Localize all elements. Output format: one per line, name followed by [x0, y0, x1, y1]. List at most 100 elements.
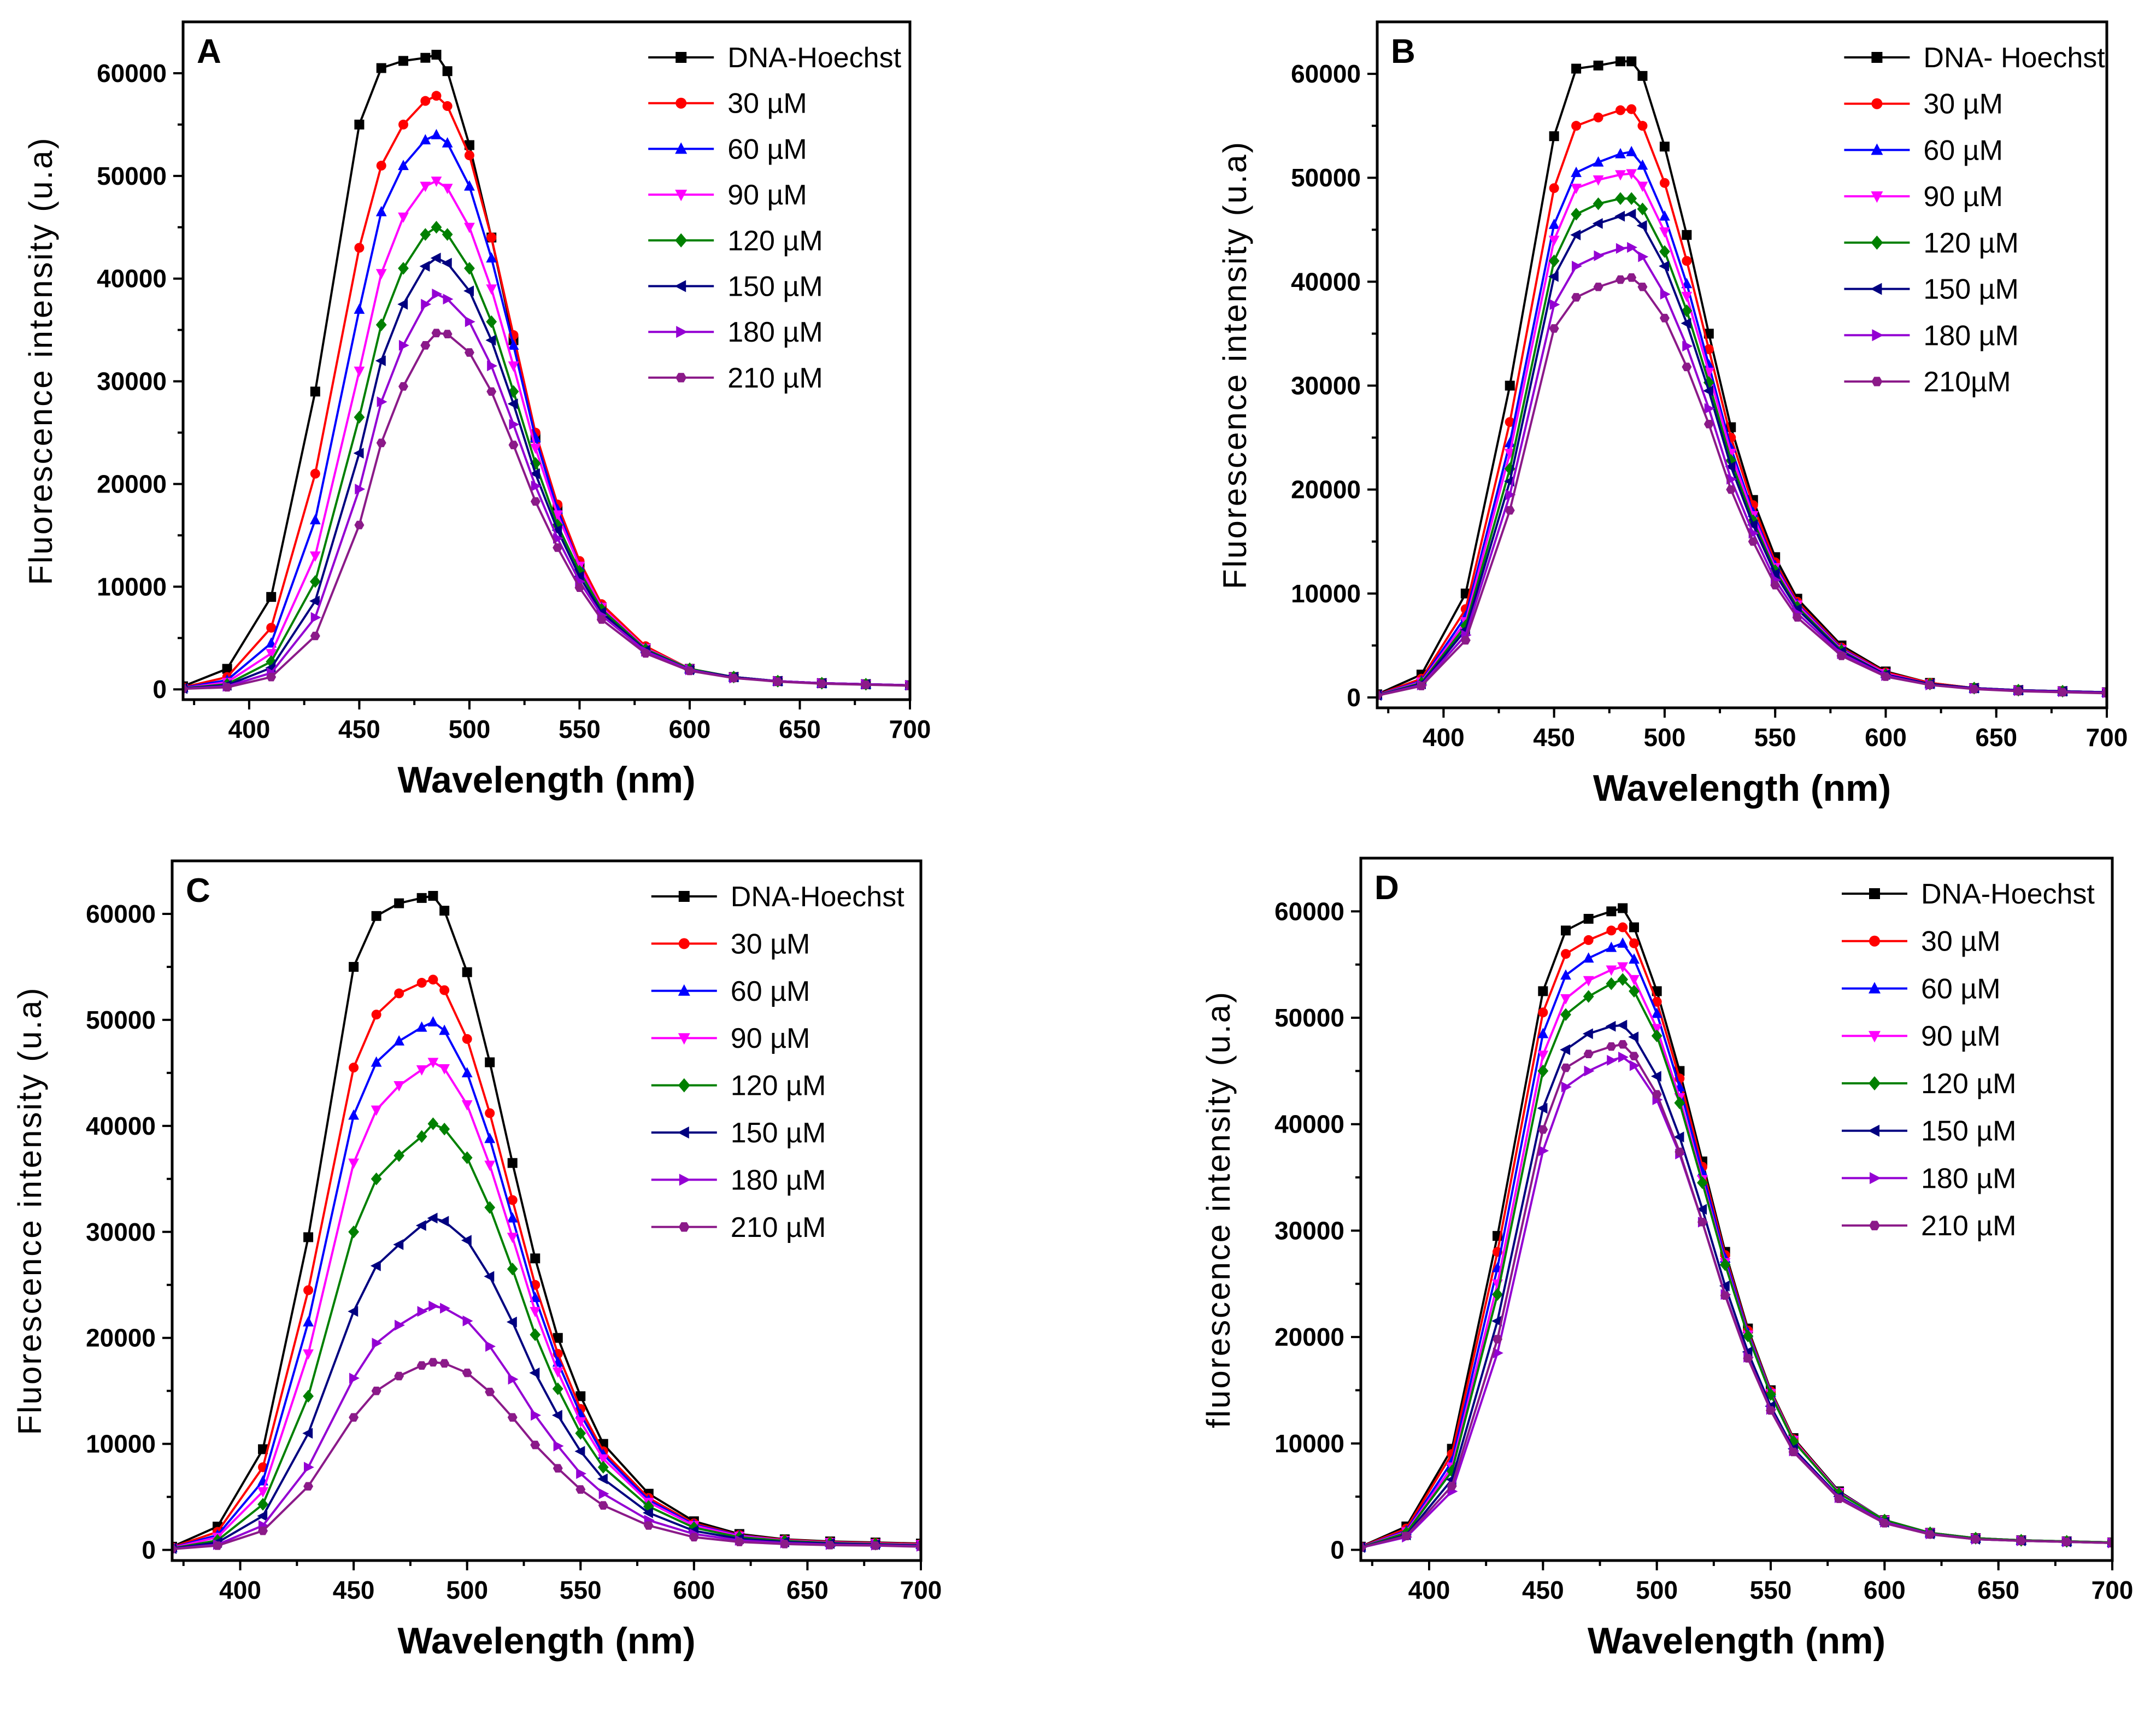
- panel-d-series-3: [1361, 962, 2112, 1553]
- panel-a-y-tick-label: 30000: [97, 367, 167, 396]
- panel-c-data-point: [372, 1337, 383, 1349]
- panel-c-data-point: [507, 1158, 518, 1168]
- panel-d-data-point: [1537, 1051, 1549, 1061]
- panel-d-series-line: [1361, 1024, 2112, 1549]
- panel-b-y-tick-label: 10000: [1291, 579, 1361, 608]
- panel-c-legend-label: 30 µM: [731, 928, 810, 960]
- panel-c-data-point: [552, 1367, 563, 1378]
- panel-a-x-tick-label: 500: [449, 715, 491, 743]
- panel-c-data-point: [371, 1010, 381, 1020]
- panel-b-data-point: [1571, 166, 1582, 177]
- panel-c-data-point: [427, 1212, 438, 1224]
- panel-a-data-point: [354, 520, 365, 530]
- panel-b-data-point: [1704, 403, 1715, 414]
- panel-d-data-point: [1401, 1532, 1412, 1541]
- panel-b-data-point: [1969, 684, 1979, 694]
- panel-a-y-tick-label: 50000: [97, 162, 167, 190]
- panel-c-series-line: [172, 978, 921, 1548]
- panel-a-data-point: [552, 510, 563, 521]
- panel-c-data-point: [484, 1133, 496, 1143]
- panel-d-data-point: [1629, 1052, 1639, 1060]
- panel-b-data-point: [1615, 148, 1626, 159]
- panel-b-y-tick-label: 60000: [1291, 60, 1361, 88]
- panel-b-legend-label: 210µM: [1923, 366, 2011, 398]
- panel-c-data-point: [439, 906, 450, 916]
- panel-c-legend-marker: [678, 984, 690, 996]
- panel-b-data-point: [1548, 236, 1560, 247]
- panel-a-data-point: [398, 119, 409, 130]
- panel-a-axes-frame: [181, 20, 912, 701]
- panel-a-data-point: [420, 52, 431, 63]
- panel-d-data-point: [1766, 1406, 1776, 1415]
- panel-d-legend-marker: [1868, 1124, 1879, 1137]
- panel-c-data-point: [462, 967, 472, 977]
- panel-c-series-4: [172, 1117, 921, 1555]
- panel-c-data-point: [598, 1488, 609, 1499]
- panel-d-data-point: [1560, 994, 1571, 1005]
- panel-b-data-point: [1615, 105, 1625, 115]
- panel-c-data-point: [349, 961, 359, 972]
- panel-c-data-point: [303, 1349, 314, 1360]
- panel-b-data-point: [1570, 229, 1581, 240]
- panel-c-legend-label: 210 µM: [731, 1212, 826, 1243]
- panel-d-legend-marker: [1869, 935, 1880, 947]
- panel-c-data-point: [485, 1387, 495, 1397]
- panel-c-data-point: [553, 1333, 563, 1343]
- panel-a-x-tick-label: 450: [338, 715, 380, 743]
- panel-d-data-point: [1629, 984, 1640, 998]
- panel-a-data-point: [464, 262, 475, 275]
- panel-d-data-point: [1583, 1049, 1594, 1059]
- panel-a-data-point: [353, 448, 364, 459]
- panel-c-data-point: [394, 988, 404, 999]
- panel-b-legend-marker: [1871, 235, 1883, 250]
- panel-c-data-point: [597, 1460, 609, 1474]
- panel-b-data-point: [1725, 454, 1737, 467]
- panel-c-legend-label: 90 µM: [731, 1023, 810, 1054]
- panel-d-data-point: [1560, 969, 1571, 980]
- panel-d-legend-label: 30 µM: [1921, 926, 2001, 958]
- panel-c-data-point: [575, 1427, 586, 1440]
- panel-d-x-tick-label: 650: [1977, 1576, 2019, 1604]
- panel-d-legend-label: 180 µM: [1921, 1163, 2016, 1194]
- panel-a-data-point: [354, 119, 365, 130]
- panel-b-y-tick-label: 40000: [1291, 267, 1361, 296]
- panel-d-data-point: [1583, 990, 1594, 1003]
- panel-c-x-axis-label: Wavelength (nm): [397, 1620, 695, 1662]
- panel-d-y-tick-label: 10000: [1274, 1429, 1344, 1458]
- panel-c-data-point: [427, 1016, 439, 1026]
- panel-d-y-tick-label: 20000: [1274, 1323, 1344, 1351]
- panel-d-data-point: [1583, 935, 1594, 945]
- panel-a-data-point: [310, 631, 320, 641]
- panel-a-data-point: [486, 252, 497, 263]
- panel-a-x-tick-label: 600: [669, 715, 711, 743]
- panel-d-data-point: [1560, 1044, 1571, 1055]
- panel-d-data-point: [1617, 973, 1629, 986]
- panel-c-data-point: [303, 1285, 314, 1295]
- panel-c-legend-marker: [678, 938, 690, 949]
- panel-a-data-point: [397, 298, 408, 310]
- panel-d-legend-label: 150 µM: [1921, 1116, 2016, 1147]
- panel-a-data-point: [375, 355, 386, 366]
- panel-d-legend-marker: [1870, 1172, 1881, 1184]
- panel-c-data-point: [349, 1372, 360, 1384]
- panel-b-data-point: [1637, 121, 1648, 131]
- panel-d-data-point: [1697, 1218, 1707, 1227]
- panel-c-data-point: [394, 898, 404, 908]
- panel-a-data-point: [376, 438, 386, 448]
- panel-d-data-point: [1446, 1464, 1458, 1478]
- panel-b-legend: DNA- Hoechst 30 µM 60 µM 90 µM 120 µM 150 µM 1…: [1844, 42, 2105, 398]
- panel-a-legend-marker: [675, 190, 688, 202]
- panel-b-y-tick-label: 50000: [1291, 163, 1361, 192]
- panel-d-series-line: [1361, 965, 2112, 1548]
- panel-a-data-point: [442, 101, 453, 112]
- panel-d-data-point: [1561, 1063, 1571, 1072]
- panel-a-data-point: [431, 177, 442, 187]
- panel-c-data-point: [416, 1021, 427, 1032]
- panel-c-data-point: [507, 1262, 518, 1276]
- panel-a-legend-label: 180 µM: [727, 316, 823, 348]
- panel-a-data-point: [442, 184, 453, 195]
- panel-d-data-point: [1618, 1052, 1629, 1063]
- panel-c-y-tick-label: 20000: [86, 1324, 156, 1352]
- panel-b-legend-label: 120 µM: [1923, 227, 2018, 259]
